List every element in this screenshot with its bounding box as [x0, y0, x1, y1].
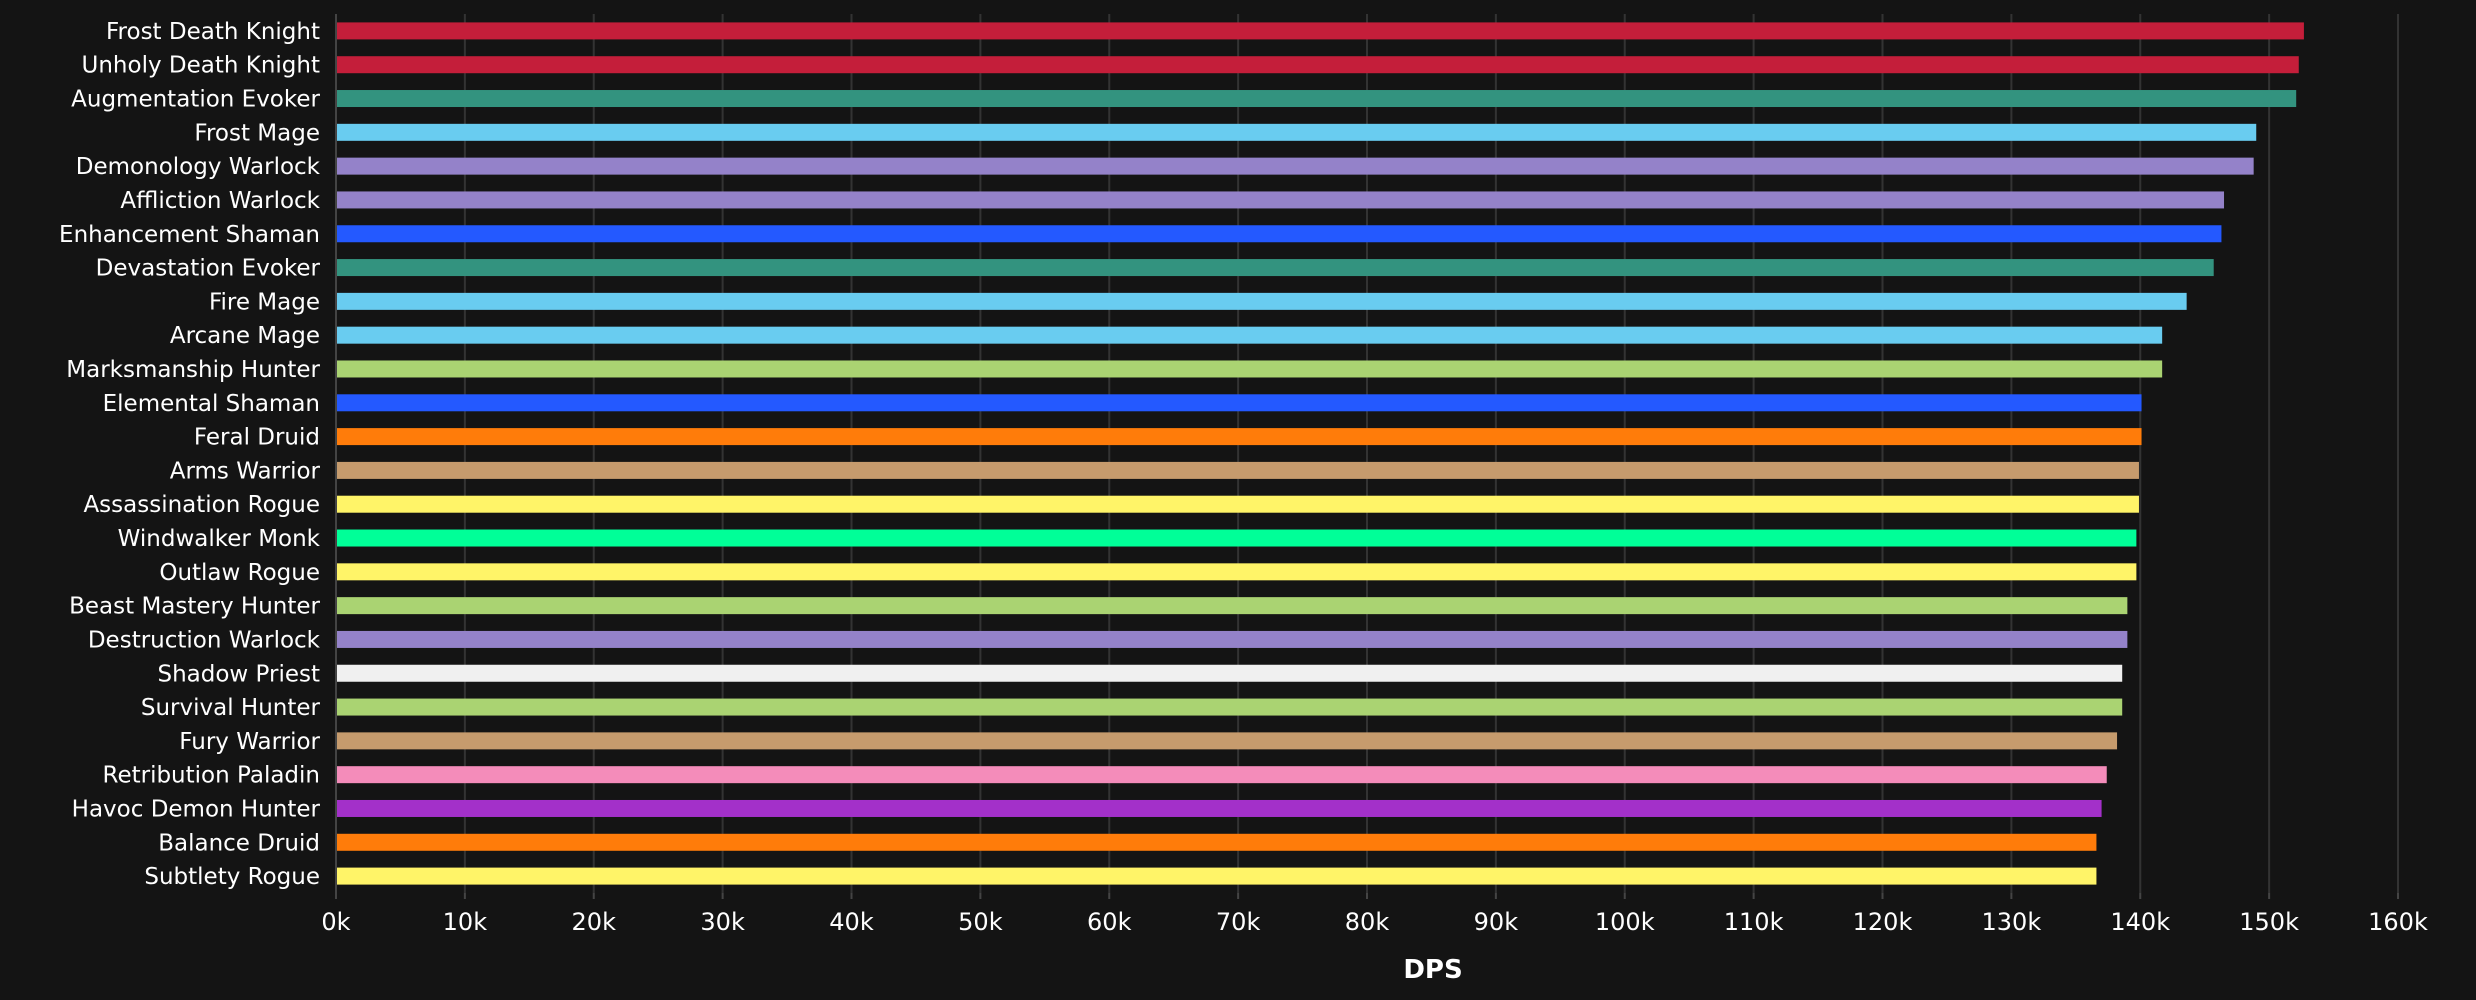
bar	[337, 22, 2304, 40]
category-label: Retribution Paladin	[103, 763, 321, 789]
category-label: Demonology Warlock	[76, 154, 321, 180]
bar	[337, 461, 2139, 479]
category-label: Enhancement Shaman	[59, 222, 320, 248]
x-tick-label: 10k	[443, 908, 488, 936]
category-label: Devastation Evoker	[96, 256, 321, 282]
bar	[337, 867, 2097, 885]
category-labels: Frost Death Knight Unholy Death Knight Aug…	[59, 19, 321, 890]
bar	[337, 732, 2118, 750]
category-label: Marksmanship Hunter	[66, 357, 320, 383]
category-label: Destruction Warlock	[88, 627, 321, 653]
bar	[337, 799, 2102, 817]
x-tick-label: 50k	[958, 908, 1003, 936]
category-label: Frost Death Knight	[106, 19, 320, 45]
x-tick-label: 130k	[1982, 908, 2042, 936]
bar	[337, 123, 2257, 141]
bar	[337, 630, 2128, 648]
x-tick-label: 60k	[1087, 908, 1132, 936]
bar	[337, 563, 2137, 581]
category-label: Arcane Mage	[170, 323, 320, 349]
x-tick-label: 120k	[1853, 908, 1913, 936]
x-tick-label: 20k	[572, 908, 617, 936]
bar	[337, 495, 2139, 513]
x-tick-label: 80k	[1345, 908, 1390, 936]
bar	[337, 292, 2187, 310]
bar	[337, 394, 2142, 412]
bar	[337, 225, 2222, 243]
bar	[337, 428, 2142, 446]
category-label: Shadow Priest	[157, 661, 320, 687]
category-label: Affliction Warlock	[120, 188, 320, 214]
bar	[337, 157, 2254, 175]
bar	[337, 259, 2214, 277]
category-label: Beast Mastery Hunter	[69, 594, 320, 620]
category-label: Havoc Demon Hunter	[72, 796, 321, 822]
bar	[337, 90, 2297, 108]
bar	[337, 698, 2123, 716]
x-tick-label: 100k	[1595, 908, 1655, 936]
category-label: Feral Druid	[194, 425, 320, 451]
category-label: Assassination Rogue	[83, 492, 320, 518]
bar	[337, 360, 2163, 378]
category-label: Survival Hunter	[141, 695, 321, 721]
bar	[337, 597, 2128, 615]
category-label: Fury Warrior	[179, 729, 320, 755]
category-label: Windwalker Monk	[118, 526, 321, 552]
bar	[337, 529, 2137, 547]
category-label: Balance Druid	[158, 830, 320, 856]
bar	[337, 664, 2123, 682]
bars	[337, 22, 2304, 885]
category-label: Elemental Shaman	[103, 391, 320, 417]
bar	[337, 56, 2299, 74]
bar	[337, 191, 2225, 209]
x-tick-label: 0k	[321, 908, 350, 936]
x-tick-label: 30k	[700, 908, 745, 936]
category-label: Subtlety Rogue	[144, 864, 320, 890]
category-label: Unholy Death Knight	[82, 53, 320, 79]
x-tick-label: 70k	[1216, 908, 1261, 936]
category-label: Fire Mage	[209, 289, 320, 315]
x-tick-label: 40k	[829, 908, 874, 936]
x-tick-label: 90k	[1474, 908, 1519, 936]
x-tick-label: 160k	[2368, 908, 2428, 936]
category-label: Augmentation Evoker	[71, 87, 320, 113]
bar	[337, 766, 2107, 784]
x-tick-labels: 0k 10k 20k 30k 40k 50k 60k 70k 80k 90k 100k 110k 120…	[321, 908, 2428, 936]
category-label: Frost Mage	[194, 120, 320, 146]
bar	[337, 326, 2163, 344]
bar	[337, 833, 2097, 851]
x-tick-label: 110k	[1724, 908, 1784, 936]
x-tick-label: 150k	[2239, 908, 2299, 936]
category-label: Outlaw Rogue	[159, 560, 320, 586]
category-label: Arms Warrior	[170, 458, 321, 484]
x-tick-label: 140k	[2110, 908, 2170, 936]
x-axis-title: DPS	[1403, 955, 1462, 985]
